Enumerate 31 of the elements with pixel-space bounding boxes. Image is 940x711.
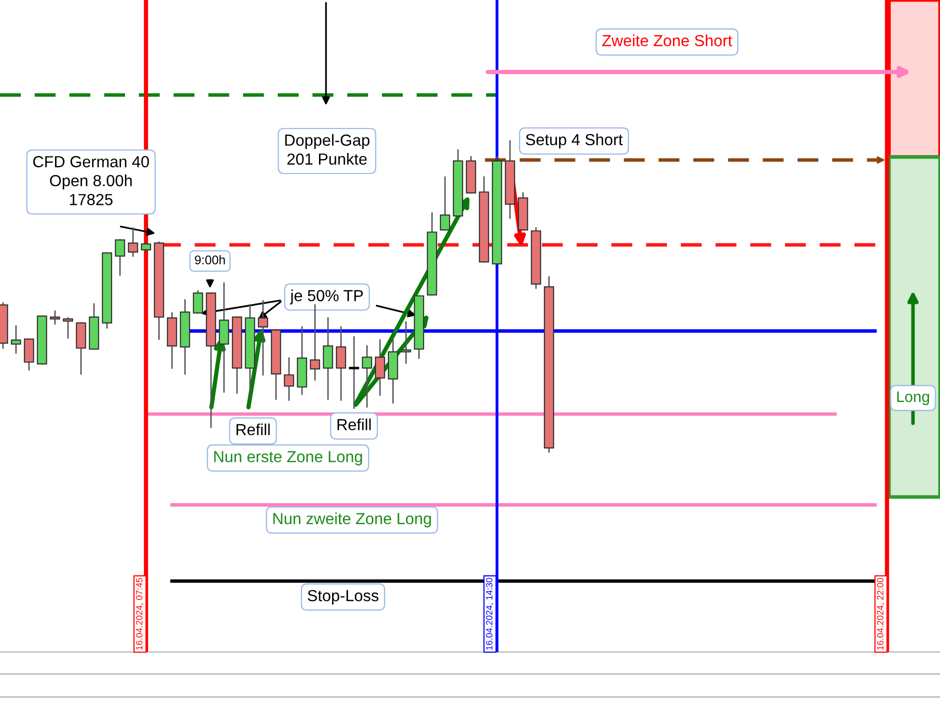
candlestick [24,338,34,371]
annotation: je 50% TP [290,290,363,304]
candlestick [50,310,60,325]
candlestick [128,227,138,257]
annotation: Setup 4 Short [526,134,623,148]
annotation: Doppel-Gap 201 Punkte [285,134,370,165]
annotation: Refill [236,424,270,436]
text: Zweite Zone Short [602,34,732,46]
annotation: Nun erste Zone Long [214,451,362,466]
annotation: CFD German 40 Open 8.00h 17825 [33,156,149,206]
candlestick [192,290,204,314]
text: 16.04.2024, 07:45 [136,578,144,650]
candlestick [374,339,386,396]
candlestick [362,345,372,408]
text: 16.04.2024, 14:30 [486,578,494,650]
text: Stop-Loss [308,590,378,604]
candlestick [440,176,450,231]
candlestick [218,282,230,393]
candlestick [310,304,320,381]
candlestick [336,326,346,401]
text: Long [897,391,930,406]
candlestick [284,357,294,401]
text: 16.04.2024, 22:00 [877,578,884,650]
candlestick [114,239,126,276]
candlestick [400,321,412,364]
text: Nun zweite Zone Long [273,512,431,528]
candlestick [322,317,334,400]
annotation: Refill [338,418,371,430]
candlestick [62,317,74,339]
annotation: 9:00h [194,255,225,264]
candlestick [10,325,22,354]
